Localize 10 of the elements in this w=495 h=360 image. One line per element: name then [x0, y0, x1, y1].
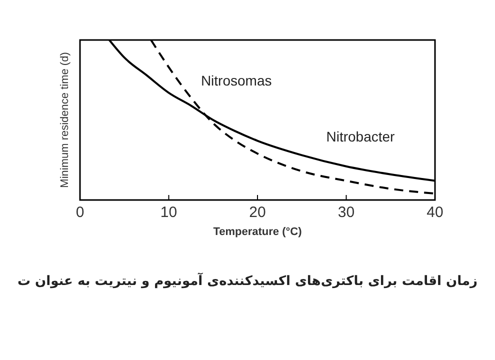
x-axis-title: Temperature (°C) [213, 226, 302, 238]
series-label: Nitrobacter [326, 128, 396, 144]
y-axis-title: Minimum residence time (d) [59, 52, 71, 188]
x-tick-label: 0 [76, 204, 84, 221]
text: زمان اقامت برای باکتری‌های اکسیدکننده‌ی آمونیوم و نیتریت به عنوان ت [17, 272, 478, 289]
x-tick-label: 40 [426, 204, 444, 221]
x-tick-label: 10 [160, 204, 178, 221]
series-label: Nitrosomas [200, 72, 272, 89]
x-tick-label: 20 [249, 204, 266, 221]
x-tick-label: 30 [338, 204, 355, 221]
